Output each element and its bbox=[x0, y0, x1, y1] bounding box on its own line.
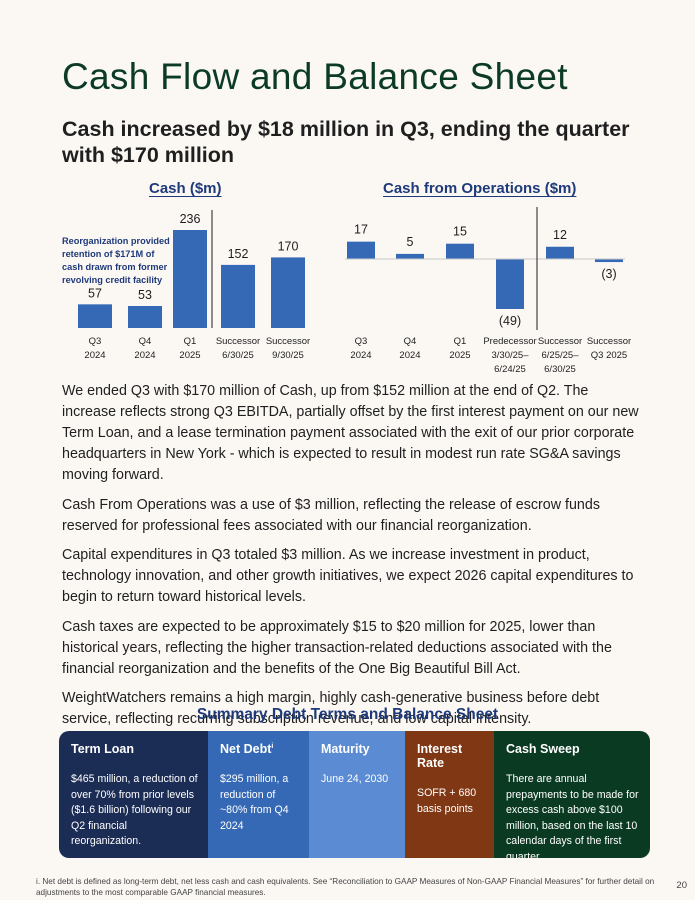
cash-bar bbox=[78, 304, 112, 328]
net-debt-header-label: Net Debt bbox=[220, 742, 272, 756]
maturity-header: Maturity bbox=[321, 742, 370, 756]
cash-bar bbox=[128, 305, 162, 328]
cfo-bar-label: 12 bbox=[553, 228, 567, 242]
net-debt-column: Net Debti $295 million, a reduction of ~… bbox=[208, 731, 309, 858]
cfo-bar bbox=[595, 259, 623, 263]
cash-category-label: 2025 bbox=[179, 350, 200, 361]
cash-chart-title: Cash ($m) bbox=[149, 180, 222, 197]
cfo-chart-title: Cash from Operations ($m) bbox=[383, 180, 577, 197]
page-subtitle: Cash increased by $18 million in Q3, end… bbox=[62, 117, 630, 167]
cash-bar-label: 57 bbox=[88, 286, 102, 300]
cfo-category-label: 2024 bbox=[399, 350, 420, 361]
cash-sweep-text: There are annual prepayments to be made … bbox=[506, 773, 639, 858]
cash-category-label: Q4 bbox=[139, 336, 152, 347]
cfo-category-label: 6/25/25– bbox=[542, 350, 580, 361]
cash-bar-label: 236 bbox=[180, 212, 201, 226]
debt-terms-table: Term Loan $465 million, a reduction of o… bbox=[59, 731, 650, 858]
body-text: We ended Q3 with $170 million of Cash, u… bbox=[62, 381, 642, 739]
cfo-category-label: Q4 bbox=[404, 336, 417, 347]
cash-bar-label: 53 bbox=[138, 288, 152, 302]
cfo-category-label: 2024 bbox=[350, 350, 371, 361]
cash-bar bbox=[221, 264, 255, 328]
interest-rate-column: Interest Rate SOFR + 680 basis points bbox=[405, 731, 494, 858]
cfo-bar bbox=[347, 241, 375, 259]
cfo-category-label: Q1 bbox=[454, 336, 467, 347]
cfo-category-label: 2025 bbox=[449, 350, 470, 361]
paragraph: Capital expenditures in Q3 totaled $3 mi… bbox=[62, 547, 634, 605]
cfo-bar-label: (3) bbox=[601, 267, 616, 281]
paragraph: Cash taxes are expected to be approximat… bbox=[62, 618, 612, 677]
cash-bar bbox=[271, 257, 305, 328]
page-number: 20 bbox=[676, 880, 687, 891]
cash-bar bbox=[173, 230, 207, 328]
cash-category-label: Successor bbox=[266, 336, 310, 347]
footnote: i. Net debt is defined as long-term debt… bbox=[36, 877, 655, 897]
term-loan-text: $465 million, a reduction of over 70% fr… bbox=[71, 773, 198, 847]
cfo-bar-label: (49) bbox=[499, 314, 521, 328]
cfo-category-label: Q3 2025 bbox=[591, 350, 627, 361]
charts-canvas: 57 Q3 2024 53 Q4 2024 236 Q1 2025 152 Successor 6/3… bbox=[78, 207, 631, 375]
cfo-bar-label: 17 bbox=[354, 223, 368, 237]
interest-rate-text: SOFR + 680 basis points bbox=[417, 787, 477, 815]
cfo-bar-label: 5 bbox=[407, 235, 414, 249]
cfo-category-label: Predecessor bbox=[483, 336, 536, 347]
interest-rate-header: Interest Rate bbox=[417, 742, 463, 770]
maturity-column: Maturity June 24, 2030 bbox=[309, 731, 405, 858]
cfo-bar-label: 15 bbox=[453, 225, 467, 239]
term-loan-column: Term Loan $465 million, a reduction of o… bbox=[59, 731, 208, 858]
debt-section-title: Summary Debt Terms and Balance Sheet bbox=[196, 706, 499, 723]
page-title: Cash Flow and Balance Sheet bbox=[62, 56, 568, 97]
cfo-category-label: 3/30/25– bbox=[492, 350, 530, 361]
paragraph: WeightWatchers remains a high margin, hi… bbox=[62, 690, 600, 727]
paragraph: Cash From Operations was a use of $3 mil… bbox=[62, 496, 600, 534]
cfo-bar bbox=[396, 253, 424, 259]
cash-bar-label: 152 bbox=[228, 247, 249, 261]
cfo-category-label: Successor bbox=[587, 336, 631, 347]
cash-chart-annotation: Reorganization provided retention of $17… bbox=[62, 236, 170, 285]
net-debt-text: $295 million, a reduction of ~80% from Q… bbox=[220, 773, 289, 832]
cash-category-label: 2024 bbox=[134, 350, 155, 361]
net-debt-header: Net Debti bbox=[220, 742, 299, 756]
cfo-bar bbox=[496, 259, 524, 309]
cfo-bar bbox=[546, 246, 574, 259]
cash-category-label: Q3 bbox=[89, 336, 102, 347]
cfo-category-label: Q3 bbox=[355, 336, 368, 347]
cfo-category-label: Successor bbox=[538, 336, 582, 347]
maturity-text: June 24, 2030 bbox=[321, 773, 389, 785]
footnote-marker: i bbox=[271, 742, 274, 750]
cfo-bar bbox=[446, 243, 474, 259]
cash-category-label: 2024 bbox=[84, 350, 105, 361]
cash-bar-label: 170 bbox=[278, 239, 299, 253]
cfo-category-label: 6/24/25 bbox=[494, 364, 526, 375]
paragraph: We ended Q3 with $170 million of Cash, u… bbox=[62, 383, 639, 483]
cfo-category-label: 6/30/25 bbox=[544, 364, 576, 375]
cash-sweep-header: Cash Sweep bbox=[506, 742, 580, 756]
cash-sweep-column: Cash Sweep There are annual prepayments … bbox=[494, 731, 650, 858]
term-loan-header: Term Loan bbox=[71, 742, 134, 756]
cash-category-label: Q1 bbox=[184, 336, 197, 347]
cash-category-label: 6/30/25 bbox=[222, 350, 254, 361]
cash-category-label: Successor bbox=[216, 336, 260, 347]
cash-category-label: 9/30/25 bbox=[272, 350, 304, 361]
